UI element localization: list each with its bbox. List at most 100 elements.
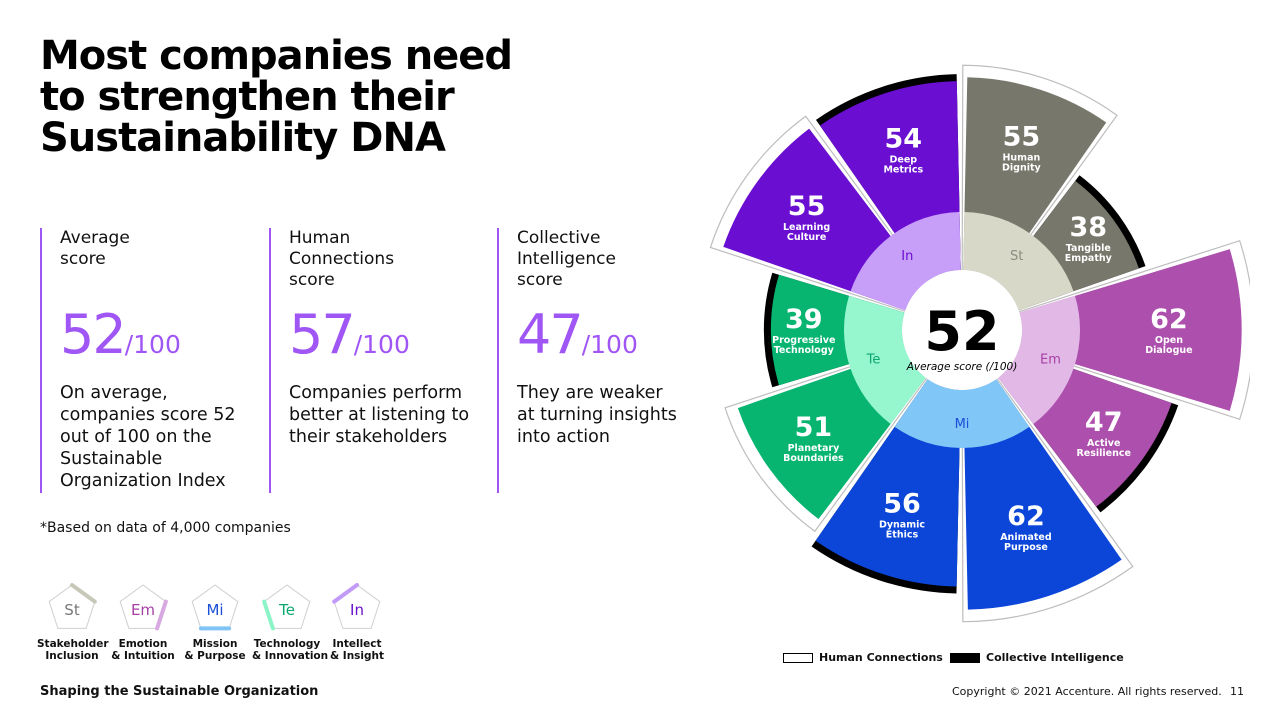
pentagon-abbr: Em (131, 601, 155, 619)
title-line: Sustainability DNA (40, 115, 446, 161)
stat-label-line: score (60, 249, 106, 269)
bar-category-label: Resilience (1076, 448, 1130, 459)
bar-category-label: Purpose (1004, 542, 1048, 553)
bar-category-label: Technology (774, 345, 835, 356)
bar-category-label: Boundaries (783, 453, 844, 464)
pentagon-label-line: & Insight (329, 650, 385, 662)
footnote: *Based on data of 4,000 companies (40, 520, 291, 536)
stat-label-line: Intelligence (517, 249, 616, 269)
pentagon-st: St Stakeholder Inclusion (37, 582, 109, 662)
stat-label: Human Connections score (289, 228, 489, 306)
pentagon-label-line: & Intuition (111, 650, 175, 662)
pentagon-mi: Mi Mission & Purpose (180, 582, 250, 662)
center-value: 52 (924, 300, 999, 363)
radial-chart: 55HumanDignity38TangibleEmpathy62OpenDia… (709, 64, 1250, 623)
legend-swatch-solid (950, 652, 980, 663)
stat-denominator: /100 (581, 330, 638, 359)
bar-open-dialogue (1019, 249, 1242, 411)
pentagon-abbr: St (64, 601, 80, 619)
pentagon-abbr: Te (278, 601, 295, 619)
stat-desc-line: Organization Index (60, 471, 226, 491)
bar-category-label: Progressive (772, 335, 835, 346)
title-line: to strengthen their (40, 74, 455, 120)
bar-category-label: Learning (783, 222, 830, 233)
pentagon-label-line: Technology (253, 638, 321, 650)
pentagon-label-line: Intellect (332, 638, 382, 650)
inner-ring-label: Mi (955, 417, 970, 432)
bar-category-label: Active (1087, 438, 1120, 449)
bar-category-label: Open (1155, 335, 1183, 346)
pentagon-abbr: In (350, 601, 364, 619)
pentagon-label: Intellect & Insight (322, 638, 392, 662)
bar-category-label: Animated (1000, 532, 1051, 543)
inner-ring-label: Em (1040, 353, 1061, 368)
bar-category-label: Dignity (1002, 162, 1042, 173)
chart-bars (723, 77, 1242, 610)
stat-label-line: Average (60, 228, 130, 248)
bar-category-label: Tangible (1066, 243, 1111, 254)
stat-collective-intelligence: Collective Intelligence score 47/100 The… (497, 228, 717, 493)
bar-category-label: Planetary (788, 443, 840, 454)
pentagon-icon: Mi (191, 584, 239, 631)
bar-value-label: 51 (795, 412, 833, 443)
stat-label-line: score (289, 270, 335, 290)
inner-ring-label: In (901, 249, 913, 264)
legend-human-connections: Human Connections (783, 651, 943, 664)
stat-denominator: /100 (124, 330, 181, 359)
pentagon-em: Em Emotion & Intuition (108, 582, 178, 662)
pentagon-icon: Te (262, 584, 311, 631)
pentagon-label: Emotion & Intuition (108, 638, 178, 662)
copyright: Copyright © 2021 Accenture. All rights r… (952, 685, 1222, 698)
stat-score: 57/100 (289, 306, 489, 368)
stat-desc-line: They are weaker (517, 383, 663, 403)
bar-progressive-technology (770, 274, 905, 386)
inner-ring-em (998, 295, 1080, 424)
stat-desc-line: at turning insights (517, 405, 677, 425)
chart-center (902, 270, 1022, 390)
bar-category-label: Dynamic (879, 520, 925, 531)
stat-description: They are weaker at turning insights into… (517, 382, 717, 448)
stat-score: 47/100 (517, 306, 717, 368)
stat-desc-line: companies score 52 (60, 405, 236, 425)
title-line: Most companies need (40, 33, 513, 79)
inner-ring-label: St (1010, 249, 1023, 264)
pentagon-label: Technology & Innovation (252, 638, 328, 662)
inner-ring-te (844, 295, 926, 424)
bar-value-label: 54 (884, 123, 922, 154)
bar-value-label: 56 (883, 489, 921, 520)
pentagon-in: In Intellect & Insight (322, 582, 392, 662)
inner-ring-in (850, 212, 961, 311)
stat-label-line: Collective (517, 228, 601, 248)
inner-ring-st (963, 212, 1074, 311)
stat-value: 57 (289, 303, 356, 366)
stat-label-line: score (517, 270, 563, 290)
bar-value-label: 38 (1070, 212, 1108, 243)
stat-desc-line: out of 100 on the (60, 427, 212, 447)
legend-label: Human Connections (819, 651, 943, 664)
bar-value-label: 47 (1085, 407, 1123, 438)
center-label: Average score (/100) (906, 361, 1018, 373)
bar-category-label: Dialogue (1145, 345, 1192, 356)
bar-category-label: Human (1002, 152, 1040, 163)
pentagon-te: Te Technology & Innovation (252, 582, 328, 662)
bar-value-label: 62 (1150, 304, 1188, 335)
page-number: 11 (1230, 685, 1244, 698)
pentagon-label-line: & Purpose (184, 650, 246, 662)
pentagon-icon: In (332, 583, 381, 629)
stat-value: 47 (517, 303, 584, 366)
stat-desc-line: their stakeholders (289, 427, 448, 447)
pentagon-label: Stakeholder Inclusion (37, 638, 109, 662)
chart-labels: 55HumanDignity38TangibleEmpathy62OpenDia… (772, 121, 1192, 553)
bar-category-label: Culture (787, 232, 826, 243)
pentagon-label: Mission & Purpose (180, 638, 250, 662)
pentagon-label-line: Stakeholder (37, 638, 109, 650)
stat-desc-line: better at listening to (289, 405, 470, 425)
bar-value-label: 55 (788, 191, 826, 222)
bar-category-label: Deep (889, 154, 917, 165)
inner-ring-label: Te (866, 353, 881, 368)
pentagon-label-line: Emotion (118, 638, 168, 650)
footer-title: Shaping the Sustainable Organization (40, 684, 319, 699)
pentagon-abbr: Mi (206, 601, 223, 619)
bar-category-label: Metrics (883, 164, 923, 175)
bar-value-label: 62 (1007, 501, 1045, 532)
